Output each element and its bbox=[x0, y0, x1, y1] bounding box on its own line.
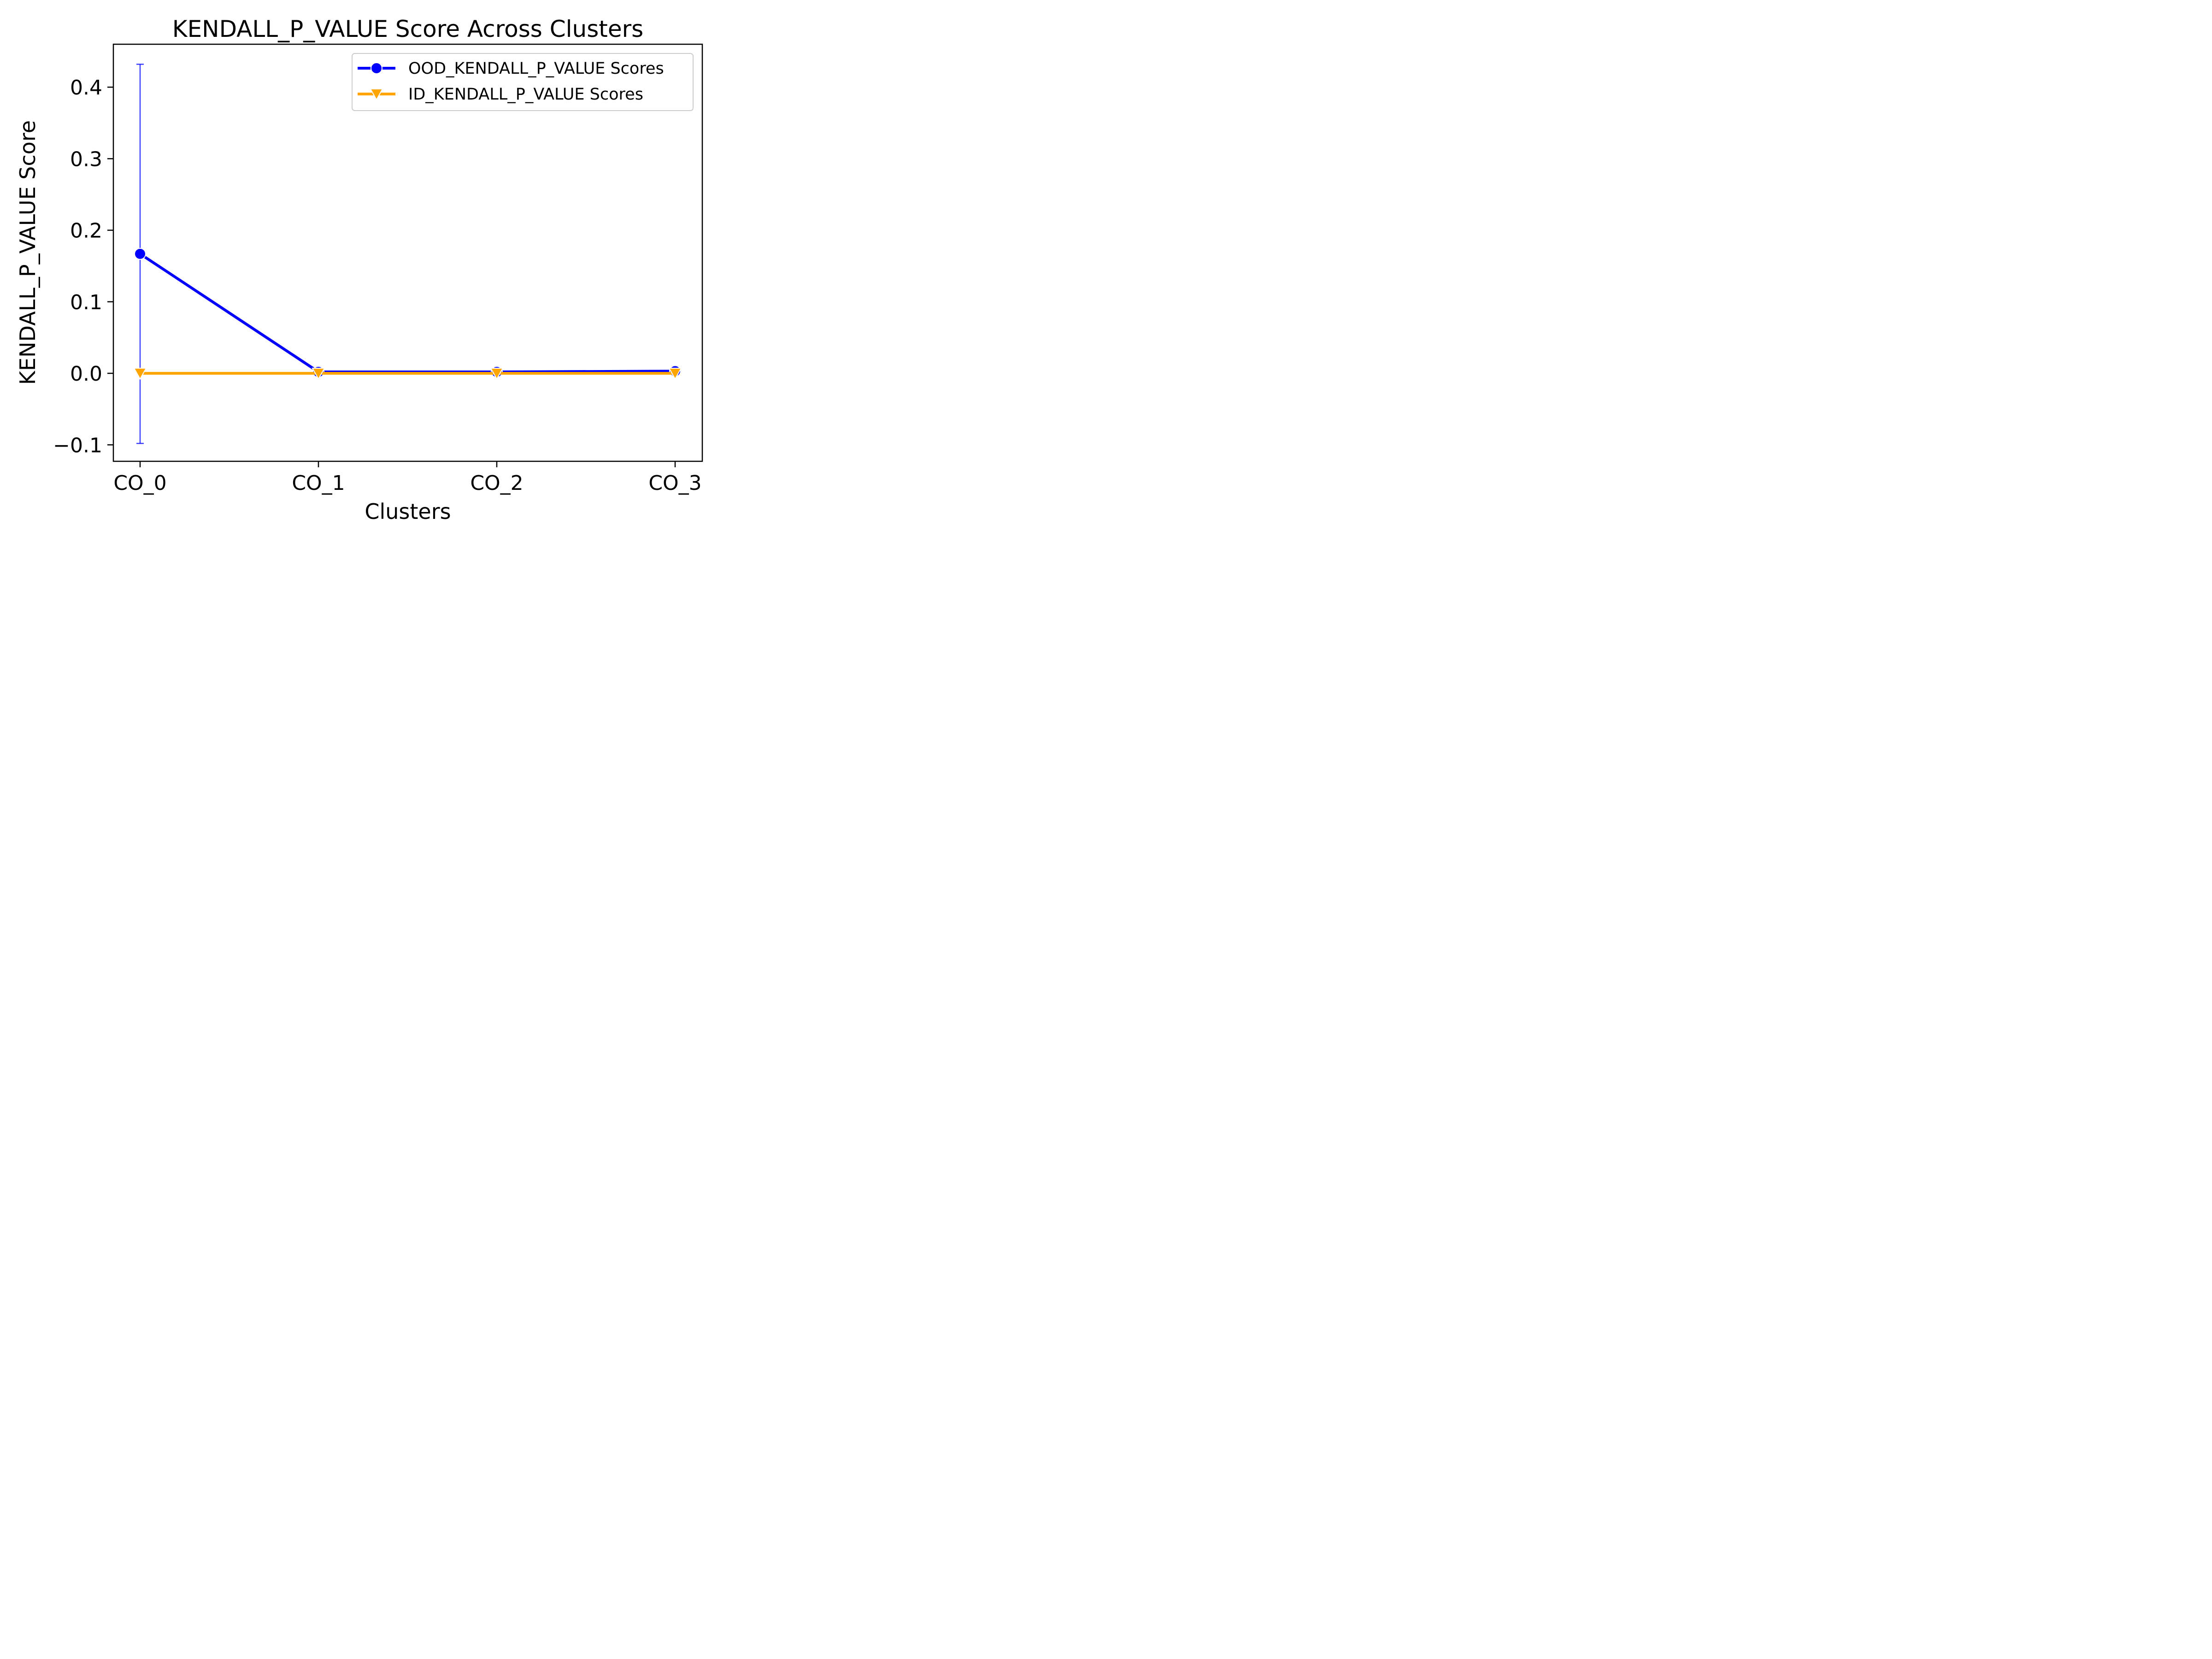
series-line bbox=[139, 253, 676, 373]
x-tick-label: CO_1 bbox=[292, 471, 345, 495]
data-point bbox=[490, 368, 504, 380]
legend-marker bbox=[370, 88, 383, 101]
x-tick-label: CO_2 bbox=[470, 471, 523, 495]
x-tick-label: CO_0 bbox=[113, 471, 166, 495]
data-point bbox=[133, 368, 147, 380]
legend-frame bbox=[352, 53, 694, 111]
legend-label: ID_KENDALL_P_VALUE Scores bbox=[408, 85, 643, 104]
series-layer bbox=[133, 64, 682, 444]
data-point bbox=[668, 368, 682, 380]
legend-marker bbox=[371, 62, 382, 74]
y-tick-label: 0.4 bbox=[70, 76, 102, 100]
x-axis-label: Clusters bbox=[365, 499, 451, 524]
chart-svg: KENDALL_P_VALUE Score Across Clusters −0… bbox=[15, 16, 703, 524]
series-id bbox=[133, 368, 682, 380]
plot-area-frame bbox=[112, 43, 703, 462]
series-ood bbox=[134, 64, 681, 444]
y-tick-label: 0.2 bbox=[70, 219, 102, 243]
legend-label: OOD_KENDALL_P_VALUE Scores bbox=[408, 59, 664, 78]
data-point bbox=[134, 247, 146, 260]
legend: OOD_KENDALL_P_VALUE Scores ID_KENDALL_P_V… bbox=[352, 53, 694, 111]
chart: KENDALL_P_VALUE Score Across Clusters −0… bbox=[0, 0, 723, 542]
y-tick-label: 0.3 bbox=[70, 147, 102, 171]
y-axis-label: KENDALL_P_VALUE Score bbox=[15, 120, 40, 385]
y-tick-label: −0.1 bbox=[53, 434, 102, 457]
data-point bbox=[312, 368, 325, 380]
y-tick-label: 0.0 bbox=[70, 362, 102, 386]
y-axis: −0.1 0.0 0.1 0.2 0.3 0.4 bbox=[53, 76, 113, 457]
chart-title: KENDALL_P_VALUE Score Across Clusters bbox=[172, 16, 643, 42]
x-tick-label: CO_3 bbox=[648, 471, 701, 495]
x-axis: CO_0 CO_1 CO_2 CO_3 bbox=[113, 461, 702, 495]
y-tick-label: 0.1 bbox=[70, 291, 102, 314]
